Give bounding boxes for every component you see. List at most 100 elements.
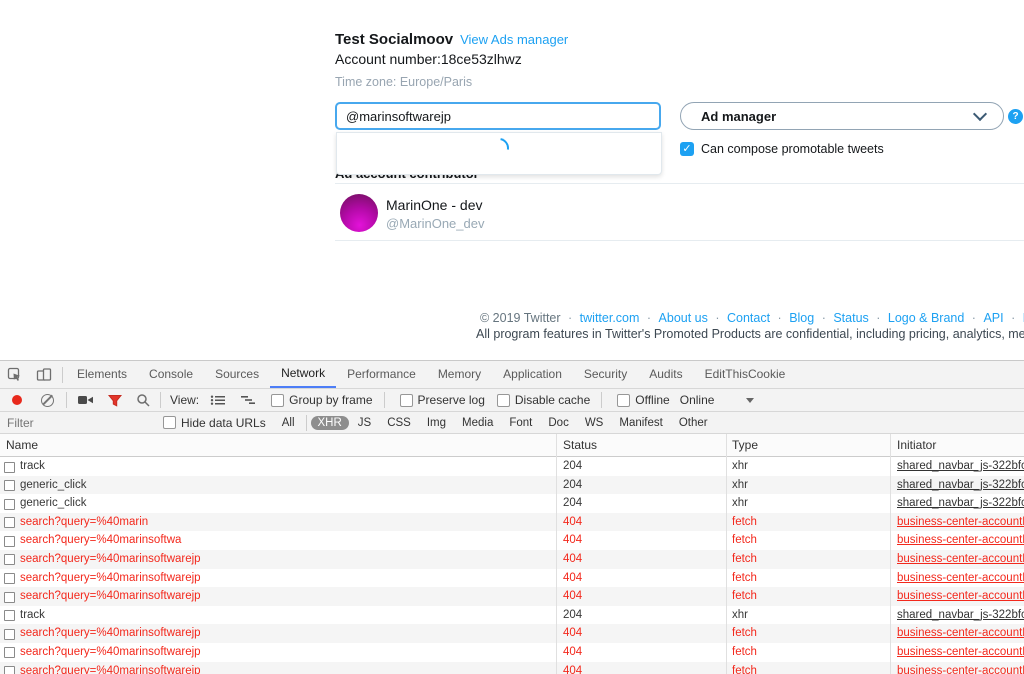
- filter-pill-js[interactable]: JS: [357, 416, 372, 429]
- network-request-row[interactable]: search?query=%40marinsoftwarejp 404 fetch b…: [0, 624, 1024, 643]
- tab-elements[interactable]: Elements: [77, 367, 128, 381]
- filter-pill-ws[interactable]: WS: [584, 416, 604, 429]
- column-header-name[interactable]: Name: [6, 438, 39, 452]
- promotable-tweets-label: Can compose promotable tweets: [701, 142, 884, 156]
- view-ads-manager-link[interactable]: View Ads manager: [460, 32, 569, 47]
- filter-pill-media[interactable]: Media: [462, 416, 494, 429]
- request-initiator-link[interactable]: shared_navbar_js-322bfc5: [897, 478, 1024, 491]
- row-checkbox[interactable]: [4, 554, 15, 566]
- filter-pill-img[interactable]: Img: [426, 416, 447, 429]
- tab-audits[interactable]: Audits: [649, 367, 683, 381]
- help-icon[interactable]: ?: [1008, 109, 1023, 124]
- footer-link-about-us[interactable]: About us: [658, 311, 708, 325]
- tab-editthiscookie[interactable]: EditThisCookie: [704, 367, 786, 381]
- tab-application[interactable]: Application: [503, 367, 562, 381]
- column-header-status[interactable]: Status: [563, 438, 598, 452]
- network-request-row[interactable]: generic_click 204 xhr shared_navbar_js-322b…: [0, 475, 1024, 495]
- filter-pill-other[interactable]: Other: [678, 416, 708, 429]
- inspect-element-icon[interactable]: [0, 361, 29, 388]
- footer-link-business[interactable]: Business: [1023, 311, 1024, 325]
- footer-link-status[interactable]: Status: [833, 311, 869, 325]
- network-request-row[interactable]: search?query=%40marinsoftwarejp 404 fetch b…: [0, 643, 1024, 662]
- record-icon[interactable]: [12, 395, 22, 405]
- request-status: 204: [563, 608, 583, 621]
- column-divider[interactable]: [890, 434, 891, 674]
- filter-pill-doc[interactable]: Doc: [548, 416, 569, 429]
- offline-checkbox[interactable]: [617, 393, 631, 407]
- row-checkbox[interactable]: [4, 610, 15, 622]
- tab-console[interactable]: Console: [149, 367, 194, 381]
- role-select[interactable]: Ad manager: [680, 102, 1004, 130]
- request-initiator-link[interactable]: business-center-accountM: [897, 552, 1024, 565]
- row-checkbox[interactable]: [4, 461, 15, 473]
- row-checkbox[interactable]: [4, 573, 15, 585]
- request-initiator-link[interactable]: business-center-accountM: [897, 571, 1024, 584]
- row-checkbox[interactable]: [4, 517, 15, 529]
- column-header-initiator[interactable]: Initiator: [897, 438, 937, 452]
- tab-security[interactable]: Security: [583, 367, 628, 381]
- row-checkbox[interactable]: [4, 591, 15, 603]
- column-divider[interactable]: [556, 434, 557, 674]
- row-checkbox[interactable]: [4, 628, 15, 640]
- request-initiator-link[interactable]: shared_navbar_js-322bfc5: [897, 497, 1024, 510]
- column-divider[interactable]: [726, 434, 727, 674]
- row-checkbox[interactable]: [4, 535, 15, 547]
- request-initiator-link[interactable]: business-center-accountM: [897, 534, 1024, 547]
- contributor-handle: @MarinOne_dev: [386, 216, 485, 231]
- request-initiator-link[interactable]: business-center-accountM: [897, 664, 1024, 674]
- network-request-row[interactable]: search?query=%40marinsoftwarejp 404 fetch b…: [0, 569, 1024, 588]
- search-icon[interactable]: [129, 389, 157, 411]
- camera-icon[interactable]: [70, 389, 101, 411]
- footer-link-logo-brand[interactable]: Logo & Brand: [887, 311, 965, 325]
- network-request-row[interactable]: track 204 xhr shared_navbar_js-322bfc5: [0, 606, 1024, 625]
- promotable-tweets-checkbox[interactable]: ✓: [680, 142, 694, 156]
- clear-icon[interactable]: [41, 393, 54, 407]
- network-request-row[interactable]: track 204 xhr shared_navbar_js-322bfc5: [0, 457, 1024, 476]
- waterfall-view-icon[interactable]: [233, 389, 263, 411]
- request-status: 204: [563, 460, 583, 472]
- network-request-row[interactable]: generic_click 204 xhr shared_navbar_js-322b…: [0, 494, 1024, 513]
- footer-link-twitter-com[interactable]: twitter.com: [579, 311, 640, 325]
- filter-pill-xhr[interactable]: XHR: [310, 415, 349, 430]
- filter-pill-all[interactable]: All: [281, 416, 295, 429]
- request-initiator-link[interactable]: business-center-accountM: [897, 627, 1024, 640]
- tab-memory[interactable]: Memory: [437, 367, 482, 381]
- footer-link-api[interactable]: API: [983, 311, 1004, 325]
- footer-link-blog[interactable]: Blog: [789, 311, 815, 325]
- row-checkbox[interactable]: [4, 647, 15, 659]
- network-request-row[interactable]: search?query=%40marinsoftwa 404 fetch busin…: [0, 531, 1024, 550]
- hide-data-urls-checkbox[interactable]: [163, 416, 176, 429]
- request-type: xhr: [732, 497, 748, 510]
- filter-pill-css[interactable]: CSS: [387, 416, 411, 429]
- handle-search-input[interactable]: [335, 102, 661, 130]
- filter-pill-font[interactable]: Font: [509, 416, 533, 429]
- request-initiator-link[interactable]: shared_navbar_js-322bfc5: [897, 460, 1024, 472]
- request-initiator-link[interactable]: business-center-accountM: [897, 515, 1024, 528]
- column-header-type[interactable]: Type: [732, 438, 759, 452]
- network-request-row[interactable]: search?query=%40marinsoftwarejp 404 fetch b…: [0, 549, 1024, 569]
- preserve-log-checkbox[interactable]: [399, 393, 413, 407]
- request-initiator-link[interactable]: shared_navbar_js-322bfc5: [897, 608, 1024, 621]
- footer-link-contact[interactable]: Contact: [726, 311, 771, 325]
- row-checkbox[interactable]: [4, 480, 15, 492]
- tab-performance[interactable]: Performance: [347, 367, 416, 381]
- tab-sources[interactable]: Sources: [215, 367, 260, 381]
- filter-pill-manifest[interactable]: Manifest: [619, 416, 663, 429]
- group-by-frame-checkbox[interactable]: [271, 393, 285, 407]
- request-name: search?query=%40marinsoftwarejp: [20, 645, 201, 658]
- network-request-row[interactable]: search?query=%40marinsoftwarejp 404 fetch b…: [0, 661, 1024, 674]
- network-request-row[interactable]: search?query=%40marinsoftwarejp 404 fetch b…: [0, 587, 1024, 606]
- request-name: search?query=%40marinsoftwarejp: [20, 627, 201, 640]
- filter-funnel-icon[interactable]: [101, 389, 129, 411]
- row-checkbox[interactable]: [4, 666, 15, 674]
- row-checkbox[interactable]: [4, 498, 15, 510]
- device-toolbar-icon[interactable]: [29, 361, 59, 388]
- throttling-select[interactable]: Online: [679, 393, 715, 407]
- network-request-row[interactable]: search?query=%40marin 404 fetch business-ce…: [0, 512, 1024, 532]
- tab-network[interactable]: Network: [270, 361, 337, 388]
- request-initiator-link[interactable]: business-center-accountM: [897, 590, 1024, 603]
- filter-input[interactable]: [0, 414, 149, 431]
- disable-cache-checkbox[interactable]: [496, 393, 510, 407]
- request-initiator-link[interactable]: business-center-accountM: [897, 645, 1024, 658]
- list-view-icon[interactable]: [203, 389, 233, 411]
